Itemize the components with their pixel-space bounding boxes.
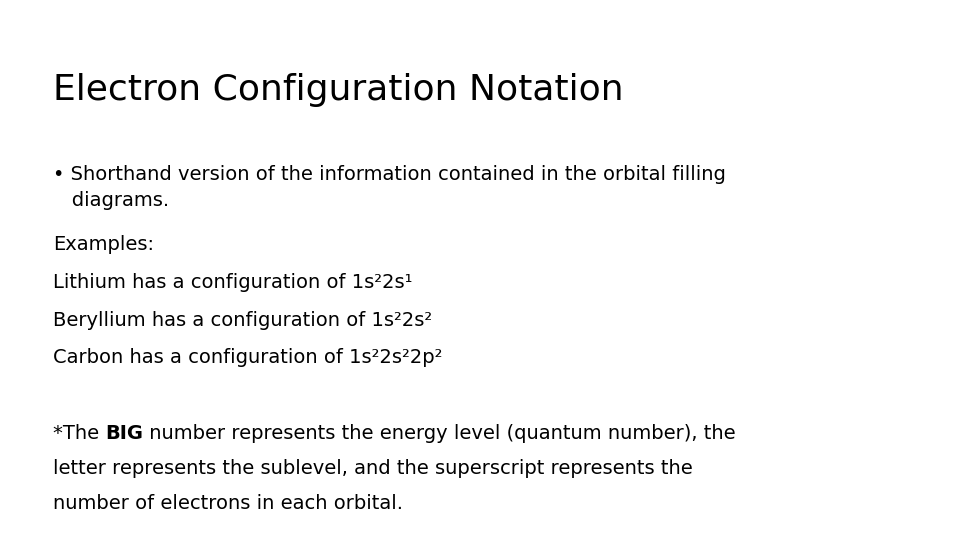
Text: Beryllium has a configuration of 1s²2s²: Beryllium has a configuration of 1s²2s²: [53, 310, 432, 329]
Text: • Shorthand version of the information contained in the orbital filling
   diagr: • Shorthand version of the information c…: [53, 165, 726, 210]
Text: BIG: BIG: [106, 424, 143, 443]
Text: Examples:: Examples:: [53, 235, 154, 254]
Text: *The: *The: [53, 424, 106, 443]
Text: number represents the energy level (quantum number), the: number represents the energy level (quan…: [143, 424, 735, 443]
Text: Carbon has a configuration of 1s²2s²2p²: Carbon has a configuration of 1s²2s²2p²: [53, 348, 443, 367]
Text: letter represents the sublevel, and the superscript represents the: letter represents the sublevel, and the …: [53, 459, 692, 478]
Text: Electron Configuration Notation: Electron Configuration Notation: [53, 73, 623, 107]
Text: Lithium has a configuration of 1s²2s¹: Lithium has a configuration of 1s²2s¹: [53, 273, 412, 292]
Text: number of electrons in each orbital.: number of electrons in each orbital.: [53, 494, 403, 513]
